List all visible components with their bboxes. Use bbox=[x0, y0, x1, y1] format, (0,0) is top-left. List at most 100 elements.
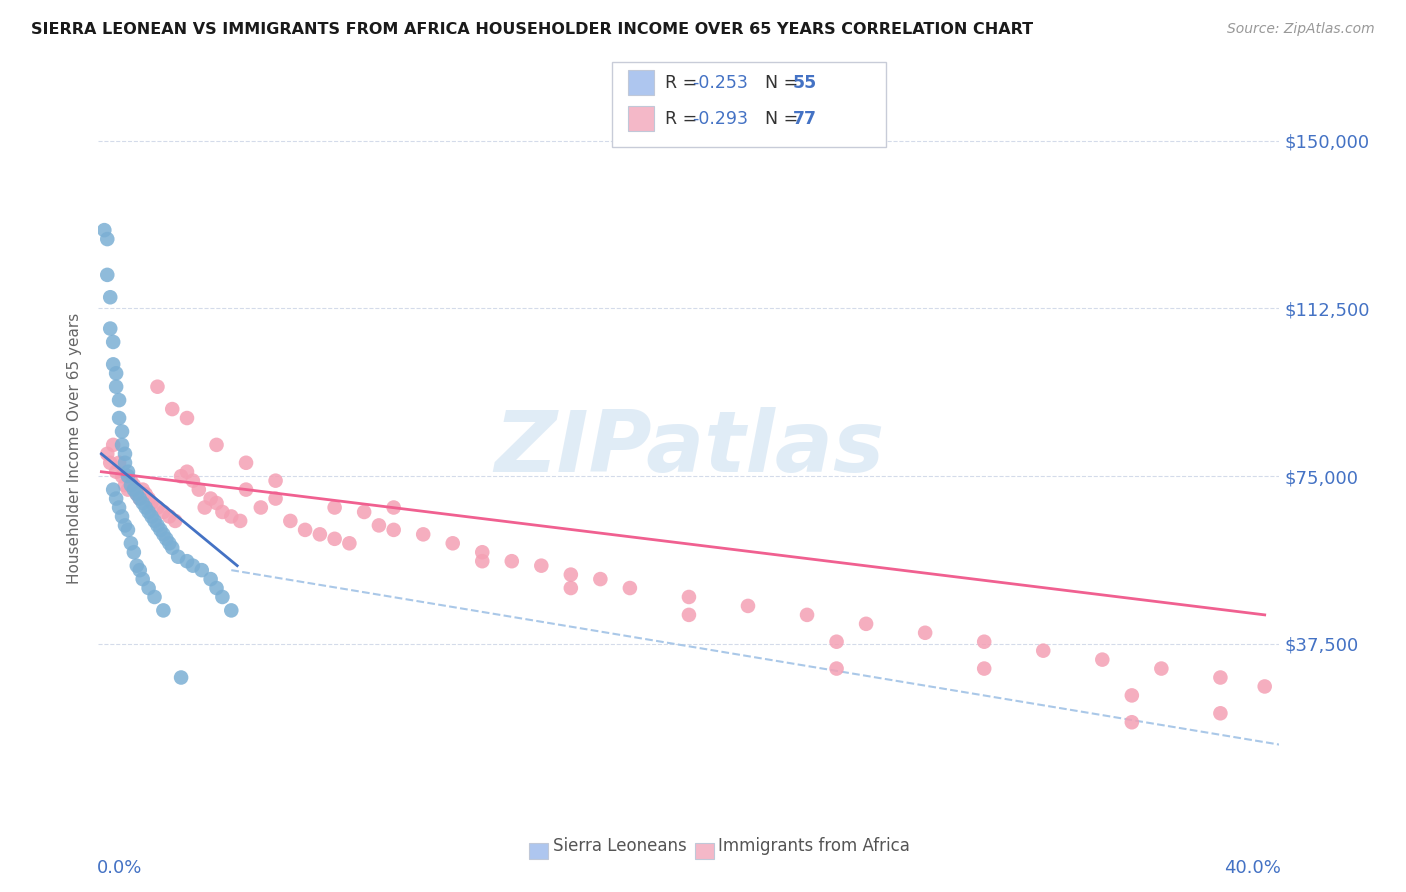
Point bbox=[135, 500, 157, 515]
Point bbox=[108, 456, 131, 470]
Point bbox=[143, 590, 166, 604]
Point bbox=[132, 496, 155, 510]
Point bbox=[141, 496, 163, 510]
Point bbox=[111, 438, 134, 452]
Point bbox=[264, 474, 287, 488]
Point bbox=[205, 581, 228, 595]
Point bbox=[825, 662, 848, 676]
Point bbox=[108, 411, 131, 425]
Point bbox=[501, 554, 523, 568]
Point bbox=[678, 590, 700, 604]
Point bbox=[103, 483, 125, 497]
Point bbox=[96, 268, 118, 282]
Text: -0.253: -0.253 bbox=[692, 74, 748, 92]
Point bbox=[170, 671, 193, 685]
Point bbox=[98, 290, 121, 304]
Point bbox=[1150, 662, 1173, 676]
Point bbox=[1091, 652, 1114, 666]
Point bbox=[167, 549, 190, 564]
Point bbox=[152, 527, 174, 541]
Point bbox=[125, 487, 148, 501]
Point bbox=[111, 509, 134, 524]
Text: Sierra Leoneans: Sierra Leoneans bbox=[553, 838, 688, 855]
Point bbox=[560, 581, 582, 595]
Point bbox=[128, 491, 150, 506]
Point bbox=[125, 558, 148, 573]
Point bbox=[117, 483, 139, 497]
Point bbox=[132, 572, 155, 586]
Point bbox=[796, 607, 818, 622]
Point bbox=[155, 532, 177, 546]
Point bbox=[143, 514, 166, 528]
Point bbox=[120, 478, 142, 492]
Text: R =: R = bbox=[665, 74, 703, 92]
Point bbox=[176, 554, 198, 568]
Point bbox=[855, 616, 877, 631]
Point bbox=[181, 558, 204, 573]
Point bbox=[176, 411, 198, 425]
Point bbox=[221, 603, 243, 617]
Point bbox=[103, 334, 125, 349]
Point bbox=[122, 483, 145, 497]
Text: N =: N = bbox=[754, 110, 803, 128]
Point bbox=[1121, 715, 1143, 730]
Point bbox=[1209, 706, 1232, 721]
Point bbox=[530, 558, 553, 573]
Point bbox=[1254, 680, 1277, 694]
Point bbox=[309, 527, 332, 541]
Text: 77: 77 bbox=[793, 110, 817, 128]
Point bbox=[323, 532, 346, 546]
Point bbox=[128, 491, 150, 506]
Point bbox=[120, 536, 142, 550]
Point bbox=[471, 554, 494, 568]
Point bbox=[146, 380, 169, 394]
Point bbox=[914, 625, 936, 640]
Point bbox=[187, 483, 209, 497]
Point bbox=[235, 483, 257, 497]
Point bbox=[152, 603, 174, 617]
Point bbox=[176, 465, 198, 479]
Point bbox=[98, 456, 121, 470]
Point bbox=[1121, 689, 1143, 703]
Point bbox=[122, 478, 145, 492]
Point bbox=[973, 662, 995, 676]
Point bbox=[111, 469, 134, 483]
Text: 55: 55 bbox=[793, 74, 817, 92]
Point bbox=[138, 581, 160, 595]
FancyBboxPatch shape bbox=[530, 843, 548, 859]
Point bbox=[98, 321, 121, 335]
Point bbox=[108, 500, 131, 515]
Point bbox=[181, 474, 204, 488]
Point bbox=[165, 514, 187, 528]
Point bbox=[152, 505, 174, 519]
Point bbox=[117, 523, 139, 537]
Point bbox=[589, 572, 612, 586]
Point bbox=[560, 567, 582, 582]
Point bbox=[162, 541, 183, 555]
Point bbox=[368, 518, 391, 533]
Point bbox=[353, 505, 375, 519]
Point bbox=[412, 527, 434, 541]
Point bbox=[471, 545, 494, 559]
Point bbox=[96, 232, 118, 246]
Point bbox=[146, 518, 169, 533]
Point bbox=[128, 563, 150, 577]
Text: ZIPatlas: ZIPatlas bbox=[494, 407, 884, 490]
Point bbox=[141, 509, 163, 524]
Point bbox=[146, 500, 169, 515]
Point bbox=[221, 509, 243, 524]
Point bbox=[205, 496, 228, 510]
Point bbox=[280, 514, 302, 528]
Text: Source: ZipAtlas.com: Source: ZipAtlas.com bbox=[1227, 22, 1375, 37]
Point bbox=[111, 425, 134, 439]
Point bbox=[200, 491, 222, 506]
Point bbox=[235, 456, 257, 470]
Point bbox=[157, 509, 180, 524]
Point bbox=[114, 456, 136, 470]
Point bbox=[114, 518, 136, 533]
Point bbox=[96, 447, 118, 461]
Point bbox=[138, 491, 160, 506]
Point bbox=[170, 469, 193, 483]
Point bbox=[157, 536, 180, 550]
Point bbox=[323, 500, 346, 515]
